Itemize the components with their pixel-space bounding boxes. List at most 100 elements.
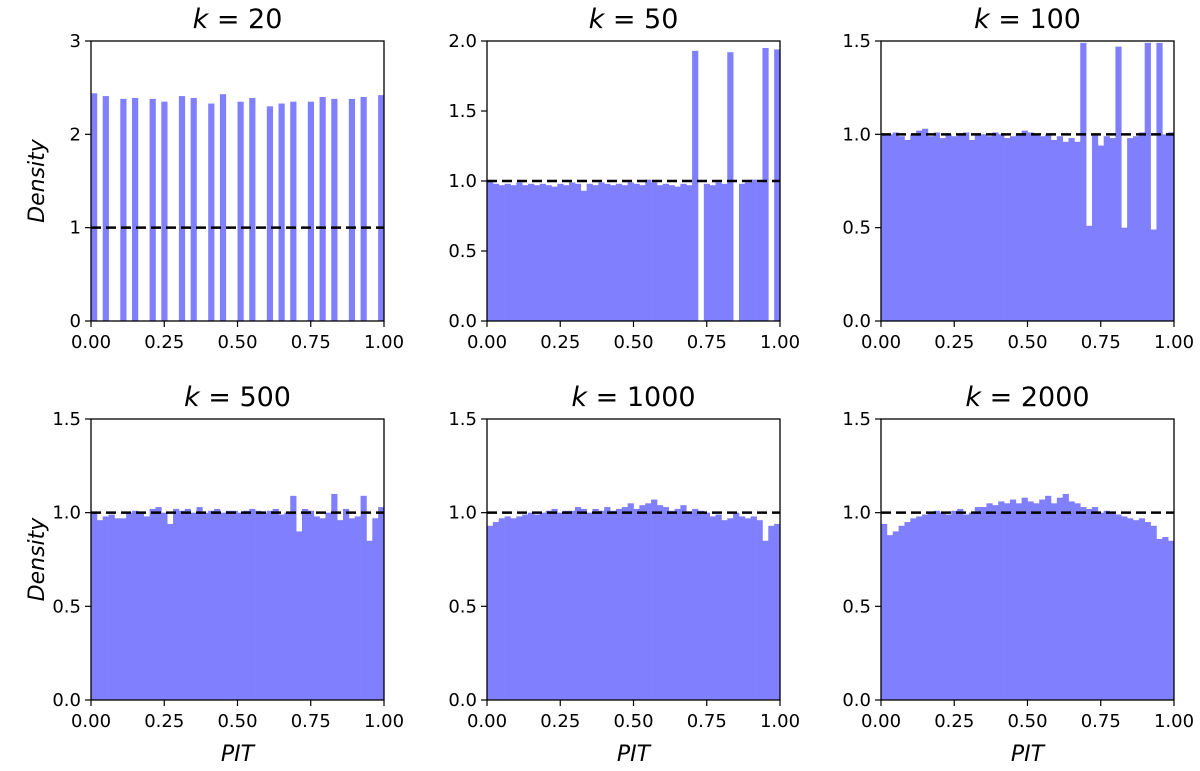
histogram-bar xyxy=(1074,141,1081,321)
y-tick-label: 0.5 xyxy=(842,218,871,239)
title-variable: k xyxy=(184,382,201,413)
histogram-bar xyxy=(968,139,976,321)
x-tick-label: 1.00 xyxy=(364,711,404,732)
y-tick-label: 0 xyxy=(70,311,81,332)
y-axis-label: Density xyxy=(25,138,50,223)
title-value: = 20 xyxy=(208,4,282,35)
histogram-bar xyxy=(569,510,576,700)
x-tick-label: 0.00 xyxy=(71,332,111,353)
histogram-bar xyxy=(762,48,769,321)
histogram-bar xyxy=(574,507,582,700)
histogram-bar xyxy=(998,134,1005,321)
histogram-bar xyxy=(551,186,558,321)
histogram-bar xyxy=(986,136,993,321)
histogram-bar xyxy=(998,501,1005,700)
histogram-bar xyxy=(651,182,658,321)
histogram-bar xyxy=(951,136,958,321)
panel-title: k = 100 xyxy=(974,4,1081,35)
histogram-bar xyxy=(662,183,670,321)
histogram-bar xyxy=(1103,510,1110,700)
histogram-bar xyxy=(733,512,740,700)
x-tick-label: 0.50 xyxy=(1007,711,1047,732)
histogram-bar xyxy=(143,516,150,700)
histogram-bar xyxy=(680,183,687,321)
histogram-bar xyxy=(539,183,546,321)
x-tick-label: 1.00 xyxy=(760,332,800,353)
histogram-bar xyxy=(563,185,570,321)
histogram-bar xyxy=(651,499,658,700)
y-tick-label: 0.0 xyxy=(52,690,81,711)
x-tick-label: 1.00 xyxy=(760,711,800,732)
histogram-bar xyxy=(378,507,385,700)
histogram-bar xyxy=(331,493,338,700)
x-tick-label: 0.50 xyxy=(217,711,257,732)
x-axis-label: PIT xyxy=(617,742,652,767)
histogram-bar xyxy=(1138,518,1146,700)
histogram-bar xyxy=(709,516,716,700)
histogram-bar xyxy=(1056,497,1064,700)
histogram-bar xyxy=(774,523,781,700)
y-tick-label: 1.5 xyxy=(842,31,871,52)
histogram-bar xyxy=(539,512,546,700)
histogram-bar xyxy=(680,505,687,700)
histogram-bar xyxy=(933,132,940,321)
histogram-bar xyxy=(945,134,952,321)
histogram-bar xyxy=(703,512,711,700)
histogram-panel-6: 0.00 0.25 0.50 0.75 1.00 0.0 0.5 1.0 1.5 k = 2000… xyxy=(842,382,1194,767)
histogram-bar xyxy=(208,510,215,700)
title-value: = 500 xyxy=(200,382,291,413)
histogram-bar xyxy=(957,508,964,700)
histogram-bar xyxy=(1062,493,1069,700)
histogram-bar xyxy=(1039,136,1046,321)
histogram-bar xyxy=(319,97,326,321)
x-tick-label: 0.75 xyxy=(291,711,331,732)
histogram-bar xyxy=(1086,508,1093,700)
histogram-bar xyxy=(615,183,623,321)
histogram-bar xyxy=(102,96,109,321)
histogram-bar xyxy=(892,531,899,700)
histogram-bar xyxy=(196,507,203,700)
histogram-bar xyxy=(149,508,156,700)
histogram-bar xyxy=(727,52,734,321)
histogram-bar xyxy=(161,101,168,321)
title-value: = 2000 xyxy=(981,382,1090,413)
x-tick-label: 0.25 xyxy=(934,332,974,353)
histogram-bar xyxy=(266,510,274,700)
histogram-bar xyxy=(1086,225,1093,321)
panel-title: k = 50 xyxy=(589,4,679,35)
histogram-bar xyxy=(132,510,139,700)
x-tick-label: 0.25 xyxy=(540,332,580,353)
x-tick-label: 0.50 xyxy=(613,332,653,353)
histogram-bar xyxy=(290,101,297,321)
histogram-bar xyxy=(278,514,285,700)
histogram-bar xyxy=(627,182,634,321)
histogram-bar xyxy=(610,185,617,321)
histogram-bar xyxy=(738,183,746,321)
histogram-bar xyxy=(149,98,156,322)
histogram-bar xyxy=(898,136,905,321)
histogram-bar xyxy=(1103,136,1110,321)
histogram-bar xyxy=(1050,139,1058,321)
histogram-bar xyxy=(319,518,326,700)
histogram-bar xyxy=(968,512,976,700)
histogram-bar xyxy=(1074,503,1081,700)
x-tick-label: 1.00 xyxy=(1154,711,1194,732)
histogram-bar xyxy=(1156,538,1163,700)
histogram-bar xyxy=(939,138,946,321)
histogram-bar xyxy=(1168,540,1175,700)
histogram-bar xyxy=(360,495,367,700)
histogram-bar xyxy=(639,505,646,700)
y-tick-label: 0.5 xyxy=(448,596,477,617)
histogram-bar xyxy=(1021,497,1028,700)
histogram-bar xyxy=(522,514,529,700)
histogram-bar xyxy=(980,134,987,321)
histogram-bar xyxy=(492,183,500,321)
histogram-bar xyxy=(910,518,917,700)
histogram-bar xyxy=(881,134,888,321)
histogram-bar xyxy=(656,185,664,321)
histogram-bar xyxy=(674,508,681,700)
histogram-bar xyxy=(378,95,385,321)
histogram-bar xyxy=(225,510,232,700)
histogram-bar xyxy=(586,183,593,321)
histogram-bar xyxy=(1068,138,1075,321)
